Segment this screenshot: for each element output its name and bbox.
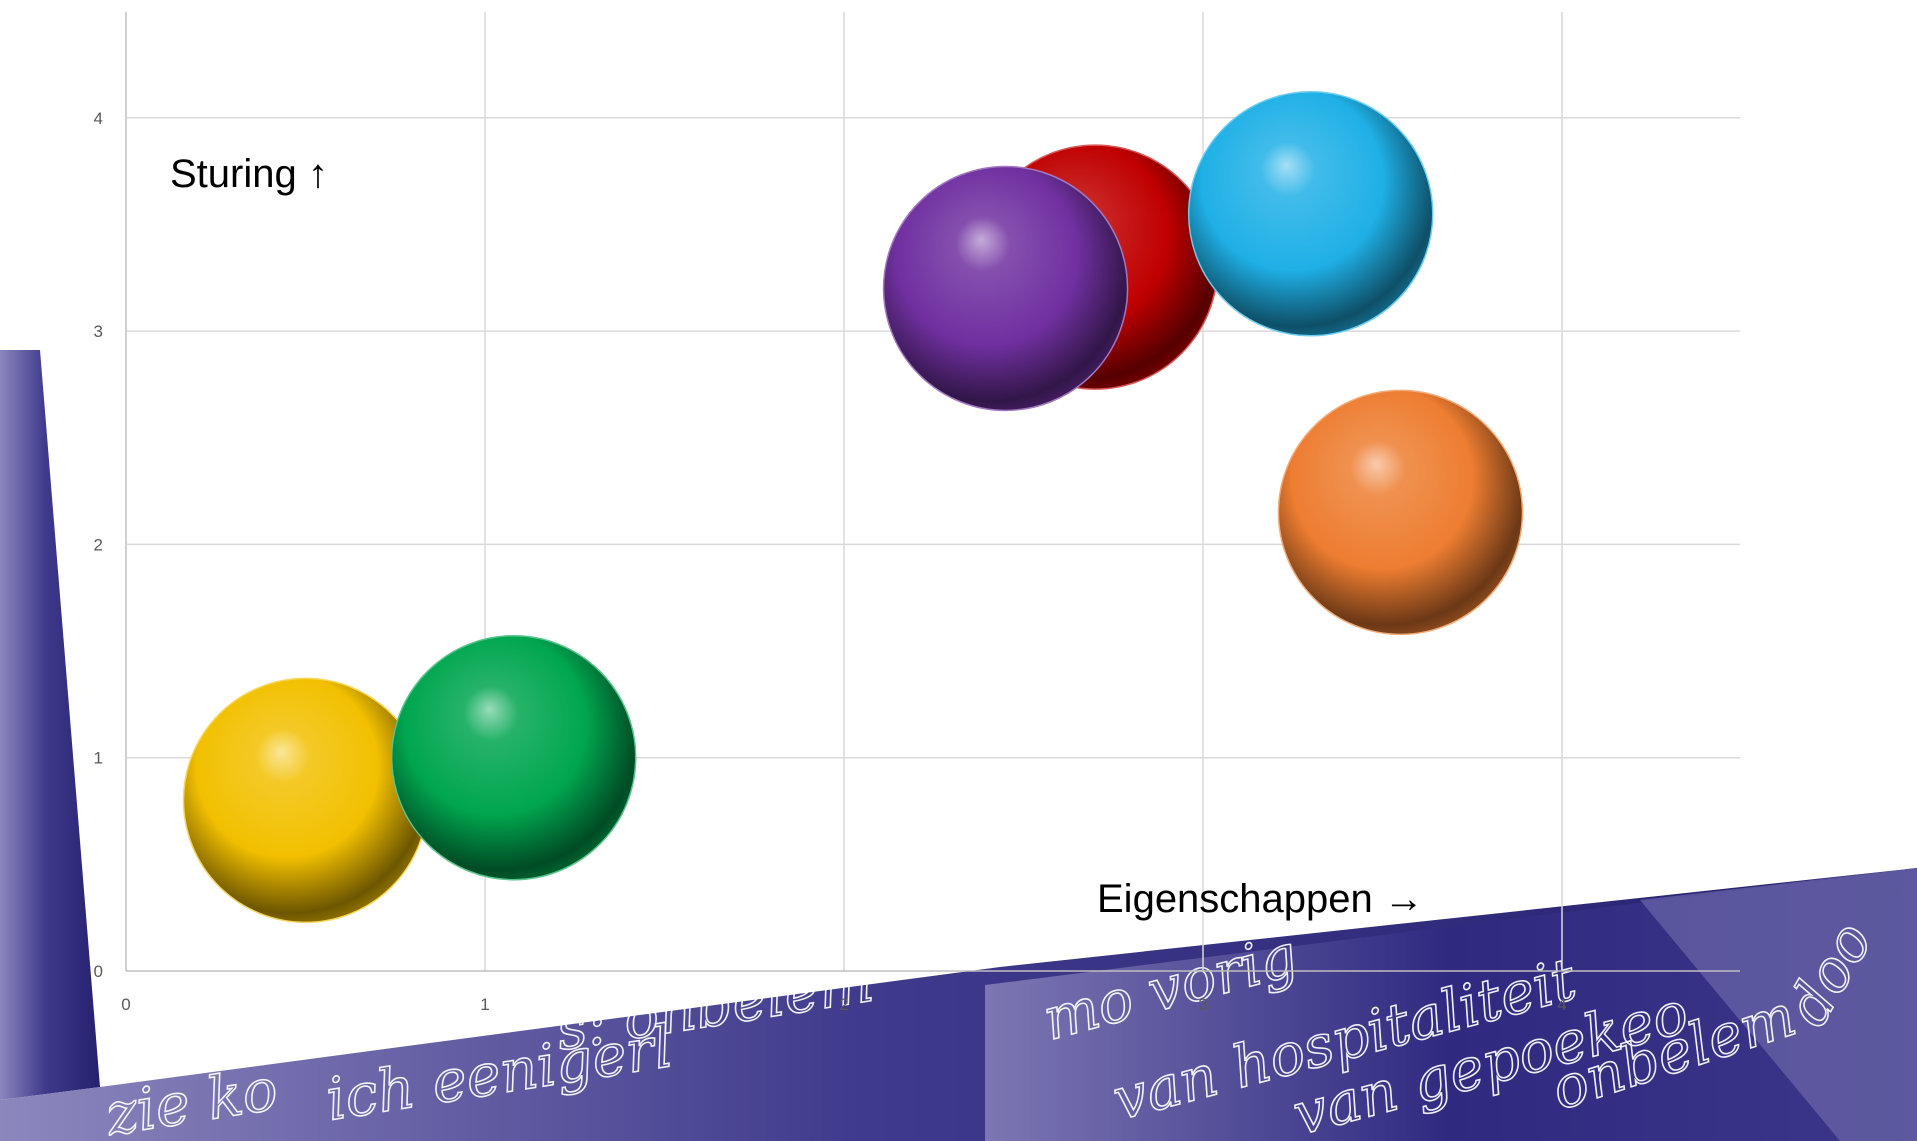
- x-tick-label: 2: [839, 995, 848, 1014]
- y-axis-label: Sturing ↑: [170, 152, 328, 196]
- paper-fold-corner: [1640, 868, 1917, 1141]
- x-tick-label: 3: [1198, 995, 1207, 1014]
- data-points: [182, 91, 1524, 924]
- y-tick-label: 4: [94, 109, 103, 128]
- x-tick-label: 1: [480, 995, 489, 1014]
- data-point: [1187, 91, 1434, 337]
- data-point: [1277, 389, 1524, 636]
- x-axis-label: Eigenschappen →: [1097, 877, 1424, 921]
- data-point: [390, 634, 637, 881]
- y-tick-label: 2: [94, 535, 103, 554]
- x-tick-label: 0: [121, 995, 130, 1014]
- x-tick-label: 4: [1557, 995, 1566, 1014]
- x-tick-labels: 0 1 2 3 4: [121, 995, 1566, 1014]
- y-tick-labels: 0 1 2 3 4: [94, 109, 103, 981]
- y-tick-label: 0: [94, 962, 103, 981]
- data-point: [882, 165, 1129, 412]
- y-tick-label: 3: [94, 322, 103, 341]
- y-tick-label: 1: [94, 749, 103, 768]
- handwriting-paper-background: s: onbelem ich eenigerl zie ko mo vorig …: [0, 350, 1917, 1141]
- data-point: [182, 677, 429, 924]
- paper-strip-left: [0, 350, 100, 1100]
